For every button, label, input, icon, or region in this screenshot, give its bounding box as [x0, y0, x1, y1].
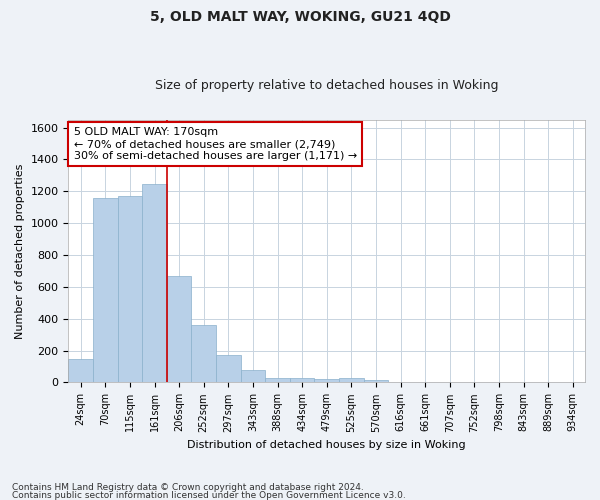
Bar: [68, 358, 93, 382]
Bar: [118, 196, 142, 382]
Y-axis label: Number of detached properties: Number of detached properties: [15, 164, 25, 338]
Bar: [191, 325, 216, 382]
Text: Contains HM Land Registry data © Crown copyright and database right 2024.: Contains HM Land Registry data © Crown c…: [12, 484, 364, 492]
Bar: [290, 378, 314, 382]
Bar: [216, 356, 241, 382]
Title: Size of property relative to detached houses in Woking: Size of property relative to detached ho…: [155, 79, 499, 92]
Text: Contains public sector information licensed under the Open Government Licence v3: Contains public sector information licen…: [12, 491, 406, 500]
Bar: [93, 198, 118, 382]
Text: 5, OLD MALT WAY, WOKING, GU21 4QD: 5, OLD MALT WAY, WOKING, GU21 4QD: [149, 10, 451, 24]
Bar: [364, 380, 388, 382]
Bar: [167, 276, 191, 382]
Bar: [142, 184, 167, 382]
Bar: [265, 378, 290, 382]
Bar: [241, 370, 265, 382]
Text: 5 OLD MALT WAY: 170sqm
← 70% of detached houses are smaller (2,749)
30% of semi-: 5 OLD MALT WAY: 170sqm ← 70% of detached…: [74, 128, 357, 160]
X-axis label: Distribution of detached houses by size in Woking: Distribution of detached houses by size …: [187, 440, 466, 450]
Bar: [314, 380, 339, 382]
Bar: [339, 378, 364, 382]
